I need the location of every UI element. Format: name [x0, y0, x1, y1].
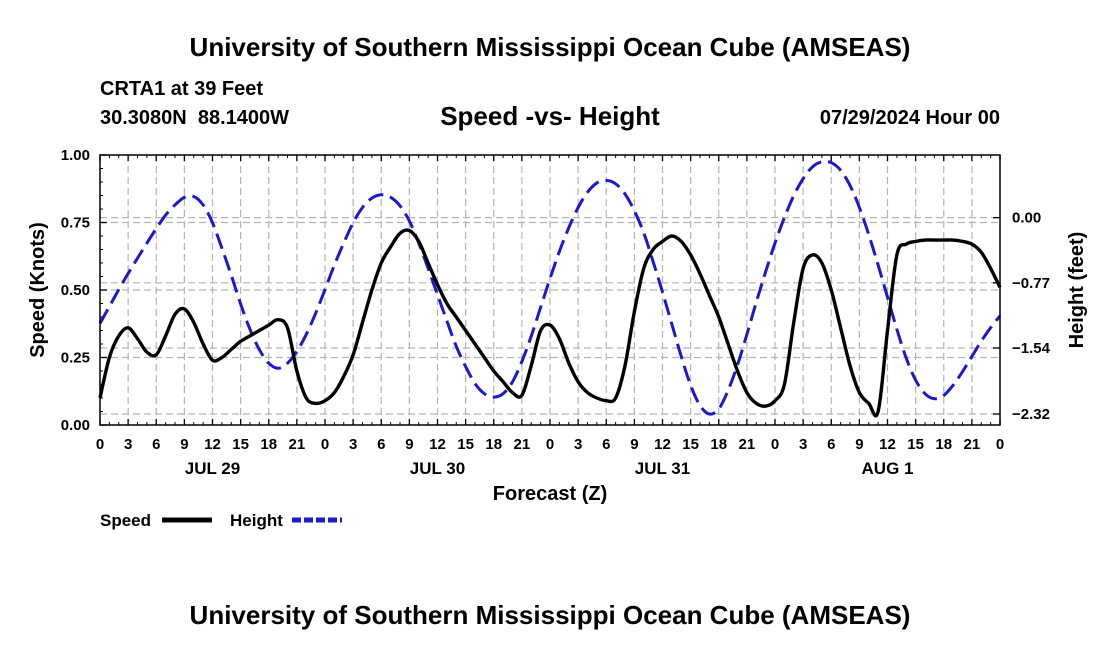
- y2-tick-label: −2.32: [1012, 406, 1050, 423]
- x-tick-label: 12: [429, 436, 446, 453]
- x-tick-label: 6: [827, 436, 835, 453]
- axes-group: 0 3 6 9 12 15 18 21 0 3 6 9 12 15 18 21 0 3 6 9 12 15 18 21 0 3 6 9…: [61, 147, 1051, 478]
- day-label: JUL 31: [635, 459, 690, 478]
- series-line-speed: [98, 228, 1002, 418]
- x-tick-label: 18: [485, 436, 502, 453]
- x-tick-label: 0: [546, 436, 554, 453]
- x-tick-label: 21: [739, 436, 756, 453]
- x-tick-label: 6: [152, 436, 160, 453]
- day-label: JUL 29: [185, 459, 240, 478]
- x-tick-label: 21: [289, 436, 306, 453]
- x-tick-label: 12: [654, 436, 671, 453]
- x-tick-label: 3: [124, 436, 132, 453]
- x-tick-label: 21: [514, 436, 531, 453]
- x-tick-label: 0: [321, 436, 329, 453]
- legend-height-label: Height: [230, 511, 283, 530]
- y-axis-label: Speed (Knots): [27, 222, 49, 358]
- x-axis-label: Forecast (Z): [493, 483, 607, 505]
- x-tick-label: 3: [349, 436, 357, 453]
- day-label: AUG 1: [862, 459, 914, 478]
- station-coordinates: 30.3080N 88.1400W: [100, 107, 289, 129]
- x-tick-label: 9: [630, 436, 638, 453]
- y2-tick-label: 0.00: [1012, 210, 1041, 227]
- x-tick-label: 9: [180, 436, 188, 453]
- x-tick-label: 15: [682, 436, 699, 453]
- y-tick-label: 1.00: [61, 147, 90, 164]
- station-label: CRTA1 at 39 Feet: [100, 78, 263, 100]
- y2-tick-label: −0.77: [1012, 275, 1050, 292]
- day-label: JUL 30: [410, 459, 465, 478]
- x-tick-label: 3: [574, 436, 582, 453]
- y2-axis-label: Height (feet): [1066, 232, 1088, 349]
- x-tick-label: 9: [855, 436, 863, 453]
- page-title: University of Southern Mississippi Ocean…: [190, 32, 911, 62]
- x-tick-label: 18: [260, 436, 277, 453]
- legend-speed-label: Speed: [100, 511, 151, 530]
- y-tick-label: 0.00: [61, 417, 90, 434]
- grid-lines: [100, 155, 1000, 425]
- footer-title: University of Southern Mississippi Ocean…: [190, 600, 911, 630]
- x-tick-label: 3: [799, 436, 807, 453]
- y2-tick-label: −1.54: [1012, 340, 1051, 357]
- series-line-height: [98, 159, 1002, 416]
- x-tick-label: 6: [602, 436, 610, 453]
- chart-title: Speed -vs- Height: [440, 101, 660, 131]
- x-tick-label: 9: [405, 436, 413, 453]
- run-time: 07/29/2024 Hour 00: [820, 107, 1000, 129]
- x-tick-label: 18: [710, 436, 727, 453]
- x-tick-label: 0: [771, 436, 779, 453]
- legend: Speed Height: [100, 511, 342, 530]
- x-tick-label: 15: [457, 436, 474, 453]
- x-tick-label: 21: [964, 436, 981, 453]
- x-tick-label: 15: [232, 436, 249, 453]
- x-tick-label: 6: [377, 436, 385, 453]
- x-tick-label: 15: [907, 436, 924, 453]
- x-tick-label: 12: [879, 436, 896, 453]
- x-tick-label: 12: [204, 436, 221, 453]
- y-tick-label: 0.25: [61, 350, 90, 367]
- x-tick-label: 0: [996, 436, 1004, 453]
- y-tick-label: 0.75: [61, 215, 90, 232]
- x-tick-label: 0: [96, 436, 104, 453]
- x-tick-label: 18: [935, 436, 952, 453]
- y-tick-label: 0.50: [61, 282, 90, 299]
- series-group: [98, 159, 1002, 418]
